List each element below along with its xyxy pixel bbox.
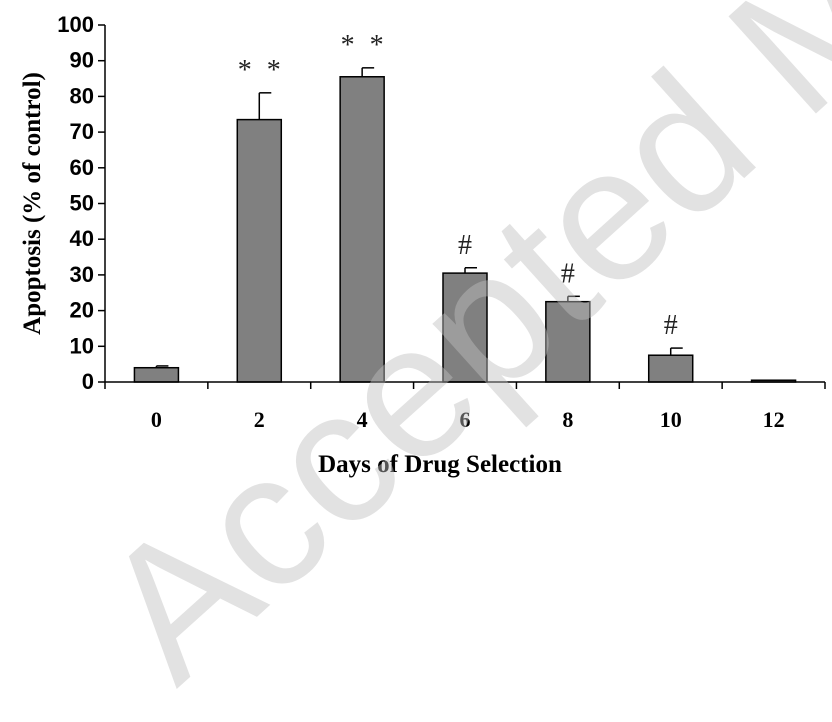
y-tick-label: 10 (70, 333, 94, 358)
x-tick-label: 4 (357, 407, 368, 432)
bar (647, 354, 694, 383)
y-tick-label: 100 (57, 12, 94, 37)
significance-marker: # (458, 230, 476, 261)
x-tick-label: 6 (460, 407, 471, 432)
bar (133, 366, 180, 383)
significance-marker: * * (341, 30, 388, 61)
significance-marker: # (664, 310, 682, 341)
y-tick-label: 30 (70, 262, 94, 287)
x-tick-label: 2 (254, 407, 265, 432)
y-tick-label: 20 (70, 298, 94, 323)
significance-marker: # (561, 258, 579, 289)
y-tick-label: 60 (70, 155, 94, 180)
error-bars-layer (155, 67, 683, 368)
significance-marker: * * (238, 55, 285, 86)
bar (236, 118, 283, 383)
x-tick-label: 0 (151, 407, 162, 432)
chart-figure: 0 10 20 30 40 50 60 70 80 90 100 0 2 4 6 8 10 12 * * * * #… (19, 0, 832, 720)
y-tick-label: 90 (70, 48, 94, 73)
bar (442, 272, 488, 383)
x-tick-label: 12 (763, 407, 785, 432)
y-tick-label: 0 (82, 369, 94, 394)
bar (545, 300, 591, 383)
significance-annotations: * * * * # # # (238, 30, 682, 341)
x-tick-label: 10 (660, 407, 682, 432)
x-ticks: 0 2 4 6 8 10 12 (104, 382, 826, 432)
x-tick-label: 8 (562, 407, 573, 432)
y-tick-label: 70 (70, 119, 94, 144)
y-axis-label: Apoptosis (% of control) (19, 72, 46, 335)
y-tick-label: 40 (70, 226, 94, 251)
bar (339, 76, 385, 383)
y-tick-label: 50 (70, 191, 94, 216)
y-ticks: 0 10 20 30 40 50 60 70 80 90 100 (57, 12, 105, 394)
bar-chart: 0 10 20 30 40 50 60 70 80 90 100 0 2 4 6 8 10 12 * * * * #… (19, 12, 826, 478)
x-axis-label: Days of Drug Selection (318, 451, 562, 478)
y-tick-label: 80 (70, 83, 94, 108)
